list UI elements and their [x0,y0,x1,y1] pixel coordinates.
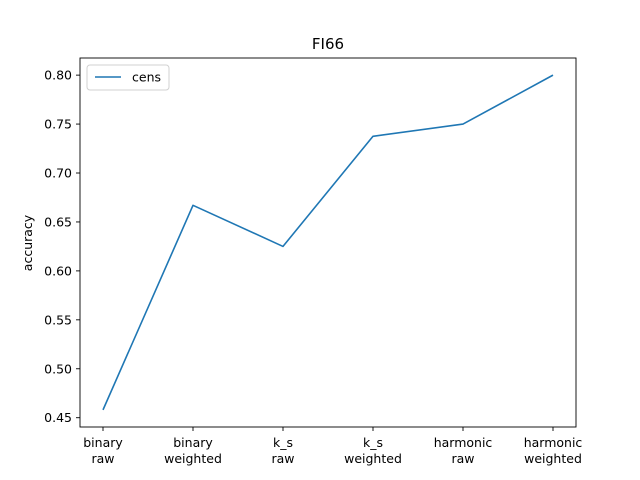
x-axis: binaryrawbinaryweightedk_srawk_sweighted… [83,427,582,466]
x-tick-label: k_s [363,435,383,450]
x-tick-label: raw [271,451,294,466]
legend-box [86,64,170,91]
x-tick-label: harmonic [524,435,583,450]
x-tick-label: binary [173,435,213,450]
y-tick-label: 0.75 [44,117,72,132]
x-tick-label: raw [451,451,474,466]
chart-title: FI66 [312,35,344,53]
x-tick-label: harmonic [434,435,493,450]
x-tick-label: weighted [164,451,222,466]
y-tick-label: 0.50 [44,361,72,376]
series-line-cens [102,74,554,411]
x-tick-label: raw [91,451,114,466]
y-tick-label: 0.60 [44,263,72,278]
y-tick-label: 0.45 [44,410,72,425]
y-axis: 0.45 0.50 0.55 0.60 0.65 0.70 0.75 0.80 [44,68,80,425]
y-tick-label: 0.80 [44,68,72,83]
plot-area [79,57,577,428]
x-tick-label: weighted [344,451,402,466]
y-tick-label: 0.55 [44,312,72,327]
x-tick-label: k_s [273,435,293,450]
x-tick-label: binary [83,435,123,450]
y-tick-label: 0.65 [44,214,72,229]
legend: cens [86,64,170,91]
x-tick-label: weighted [524,451,582,466]
y-tick-label: 0.70 [44,166,72,181]
legend-label: cens [132,70,161,85]
axes-frame [79,57,577,428]
y-axis-label: accuracy [20,214,35,271]
